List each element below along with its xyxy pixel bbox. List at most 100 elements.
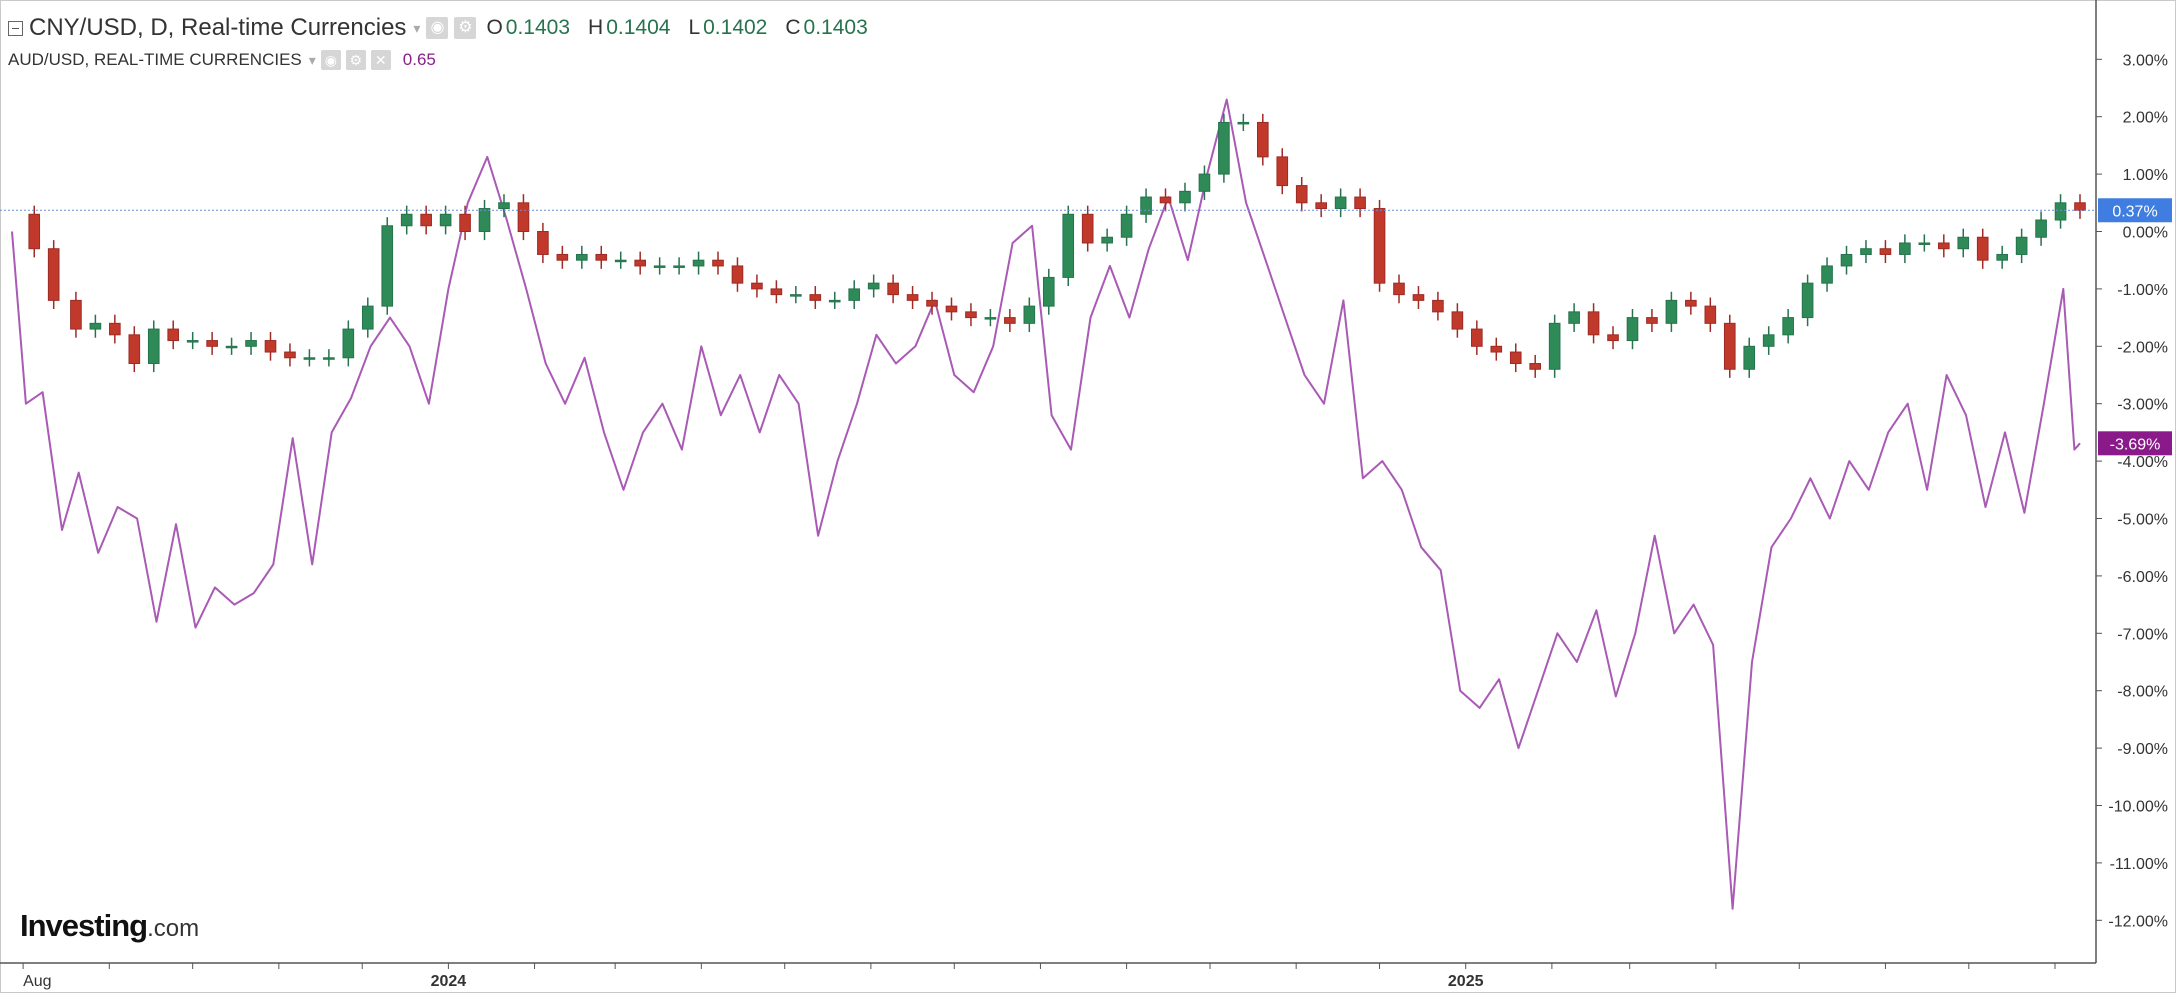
candle-body — [1237, 121, 1250, 125]
candle-body — [770, 288, 783, 296]
candle-body — [673, 265, 685, 268]
y-tick-label: -10.00% — [2108, 799, 2168, 816]
x-tick-label: 2024 — [431, 973, 467, 990]
candle-body — [1490, 345, 1503, 353]
candle-body — [984, 317, 997, 320]
candle-body — [1159, 196, 1172, 204]
candle-body — [1198, 173, 1211, 192]
audusd-series-line — [11, 98, 2081, 910]
candle-body — [2035, 219, 2047, 238]
candle-body — [2074, 202, 2086, 211]
candle-body — [1704, 305, 1717, 324]
y-tick-label: 0.00% — [2123, 225, 2168, 242]
candle-body — [381, 225, 394, 307]
candle-body — [1354, 196, 1366, 210]
eye-icon[interactable]: ◉ — [320, 50, 341, 70]
candle-body — [1568, 311, 1580, 324]
cnyusd-last-badge — [2098, 198, 2172, 223]
candle-body — [1004, 317, 1016, 324]
candle-body — [1509, 351, 1522, 365]
main-series-title[interactable]: CNY/USD, D, Real-time Currencies — [29, 14, 407, 41]
settings-icon[interactable]: ⚙ — [345, 50, 366, 70]
candle-body — [1762, 334, 1775, 347]
dropdown-caret-icon[interactable]: ▾ — [308, 51, 316, 68]
candle-body — [1471, 328, 1483, 347]
cnyusd-last-badge-label: 0.37% — [2112, 203, 2157, 220]
collapse-icon[interactable] — [8, 20, 23, 36]
candle-body — [1782, 317, 1794, 336]
candle-body — [1140, 196, 1152, 215]
y-tick-label: -11.00% — [2110, 856, 2168, 873]
candle-body — [1685, 299, 1697, 307]
candle-body — [1315, 202, 1327, 210]
y-tick-label: -8.00% — [2117, 684, 2168, 701]
candle-body — [1976, 236, 1989, 261]
candle-body — [926, 299, 938, 307]
candle-body — [1373, 208, 1386, 284]
candle-body — [1879, 248, 1892, 255]
candle-body — [459, 213, 471, 232]
candle-body — [1646, 317, 1658, 324]
candle-body — [109, 322, 121, 336]
candle-body — [498, 202, 510, 210]
candle-body — [653, 265, 666, 268]
candle-body — [1821, 265, 1833, 284]
dropdown-caret-icon[interactable]: ▾ — [413, 19, 421, 36]
candle-body — [790, 294, 802, 297]
candle-body — [1743, 345, 1756, 370]
y-tick-label: -6.00% — [2117, 569, 2168, 586]
candle-body — [342, 328, 355, 359]
candle-body — [1042, 276, 1055, 307]
remove-icon[interactable]: ✕ — [370, 50, 391, 70]
candle-body — [1101, 236, 1113, 244]
candle-body — [751, 282, 763, 290]
candle-body — [1899, 242, 1911, 255]
candle-body — [906, 294, 919, 301]
x-tick-label: Aug — [23, 973, 51, 990]
compare-series-legend: AUD/USD, REAL-TIME CURRENCIES ▾ ◉ ⚙ ✕ 0.… — [8, 50, 436, 70]
compare-series-value: 0.65 — [402, 50, 436, 69]
candle-body — [537, 231, 549, 255]
candle-body — [848, 288, 861, 301]
candle-body — [128, 334, 141, 365]
candle-body — [1607, 334, 1619, 342]
candle-body — [284, 351, 296, 359]
candle-body — [1840, 253, 1853, 267]
candle-body — [965, 311, 977, 319]
candle-body — [225, 345, 238, 349]
candle-body — [1412, 294, 1425, 301]
x-tick-label: 2025 — [1448, 973, 1484, 990]
candle-body — [1918, 242, 1931, 245]
candle-body — [575, 253, 588, 261]
compare-series-title[interactable]: AUD/USD, REAL-TIME CURRENCIES — [8, 50, 302, 69]
audusd-last-badge — [2098, 431, 2172, 456]
candle-body — [1860, 248, 1872, 255]
y-tick-label: -7.00% — [2117, 626, 2168, 643]
candle-body — [70, 299, 82, 330]
candle-body — [361, 305, 374, 330]
candle-body — [828, 299, 841, 303]
eye-icon[interactable]: ◉ — [426, 17, 449, 39]
y-tick-label: -1.00% — [2117, 282, 2168, 299]
candle-body — [634, 259, 646, 267]
candle-body — [1432, 299, 1444, 313]
candle-body — [1937, 242, 1950, 250]
candle-body — [945, 305, 958, 313]
candle-body — [1256, 121, 1269, 158]
candle-body — [264, 340, 277, 353]
settings-icon[interactable]: ⚙ — [454, 17, 477, 39]
y-tick-label: -5.00% — [2117, 512, 2168, 529]
y-tick-label: 2.00% — [2123, 110, 2168, 127]
audusd-last-badge-label: -3.69% — [2110, 436, 2161, 453]
y-tick-label: -4.00% — [2117, 454, 2168, 471]
candle-body — [89, 322, 102, 330]
candle-body — [1801, 282, 1814, 319]
candle-body — [887, 282, 899, 296]
candle-body — [867, 282, 880, 290]
candle-body — [1295, 185, 1308, 204]
candle-body — [1081, 213, 1094, 244]
candle-body — [478, 208, 491, 232]
candle-body — [1529, 363, 1542, 370]
candle-body — [206, 340, 218, 347]
